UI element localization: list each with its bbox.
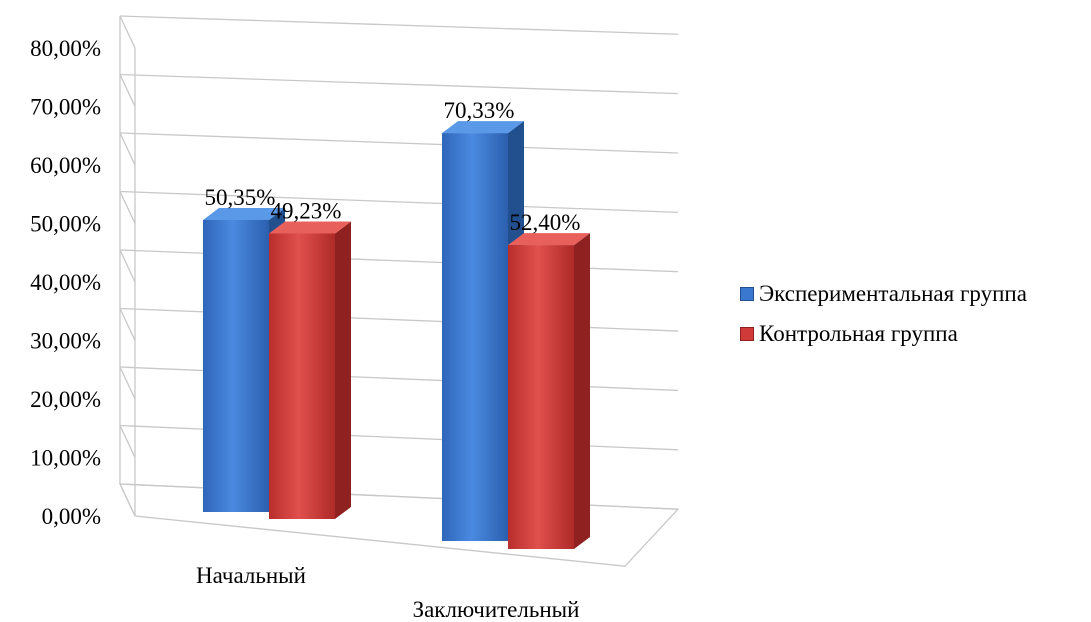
y-tick-label: 10,00%	[30, 446, 101, 471]
bar	[442, 133, 508, 541]
bars	[203, 121, 590, 549]
x-category-label: Заключительный	[413, 597, 580, 622]
y-tick-label: 30,00%	[30, 329, 101, 354]
legend: Экспериментальная группа Контрольная гру…	[740, 281, 1027, 363]
bar-top	[269, 221, 351, 234]
y-tick-label: 70,00%	[30, 95, 101, 120]
data-label: 70,33%	[444, 98, 515, 123]
side-wall-line	[119, 132, 136, 166]
bar-top	[203, 207, 285, 220]
y-tick-label: 50,00%	[30, 212, 101, 237]
legend-label-control: Контрольная группа	[759, 321, 958, 346]
legend-swatch-experimental	[740, 287, 754, 301]
side-wall-line	[119, 425, 136, 458]
side-wall-line	[119, 191, 136, 224]
y-tick-label: 0,00%	[42, 504, 101, 529]
gridline	[119, 190, 679, 213]
side-wall-line	[119, 74, 136, 107]
x-axis-categories: Начальный Заключительный	[196, 563, 579, 622]
bar	[269, 233, 335, 519]
data-labels: 50,35% 70,33% 49,23% 52,40%	[205, 98, 581, 235]
bar	[203, 219, 269, 512]
legend-item-control: Контрольная группа	[740, 321, 1027, 346]
side-wall-line	[119, 15, 136, 49]
data-label: 50,35%	[205, 185, 276, 210]
side-wall-line	[119, 308, 136, 341]
bar-side	[335, 221, 351, 519]
bar	[508, 245, 574, 549]
data-label: 52,40%	[510, 210, 581, 235]
bar-top	[442, 121, 524, 134]
legend-item-experimental: Экспериментальная группа	[740, 281, 1027, 306]
gridline	[119, 132, 679, 154]
bar-side	[574, 233, 590, 549]
data-label: 49,23%	[271, 198, 342, 223]
gridline	[119, 73, 679, 95]
y-axis-ticks: 0,00% 10,00% 20,00% 30,00% 40,00% 50,00% 60,00…	[30, 36, 101, 529]
side-wall-line	[119, 366, 136, 400]
legend-swatch-control	[740, 327, 754, 341]
y-tick-label: 40,00%	[30, 270, 101, 295]
side-wall-line	[119, 249, 136, 283]
bar-top	[508, 233, 590, 246]
y-tick-label: 20,00%	[30, 387, 101, 412]
y-tick-label: 60,00%	[30, 153, 101, 178]
x-category-label: Начальный	[196, 563, 306, 588]
gridline	[119, 15, 679, 35]
legend-label-experimental: Экспериментальная группа	[759, 281, 1027, 306]
y-tick-label: 80,00%	[30, 36, 101, 61]
